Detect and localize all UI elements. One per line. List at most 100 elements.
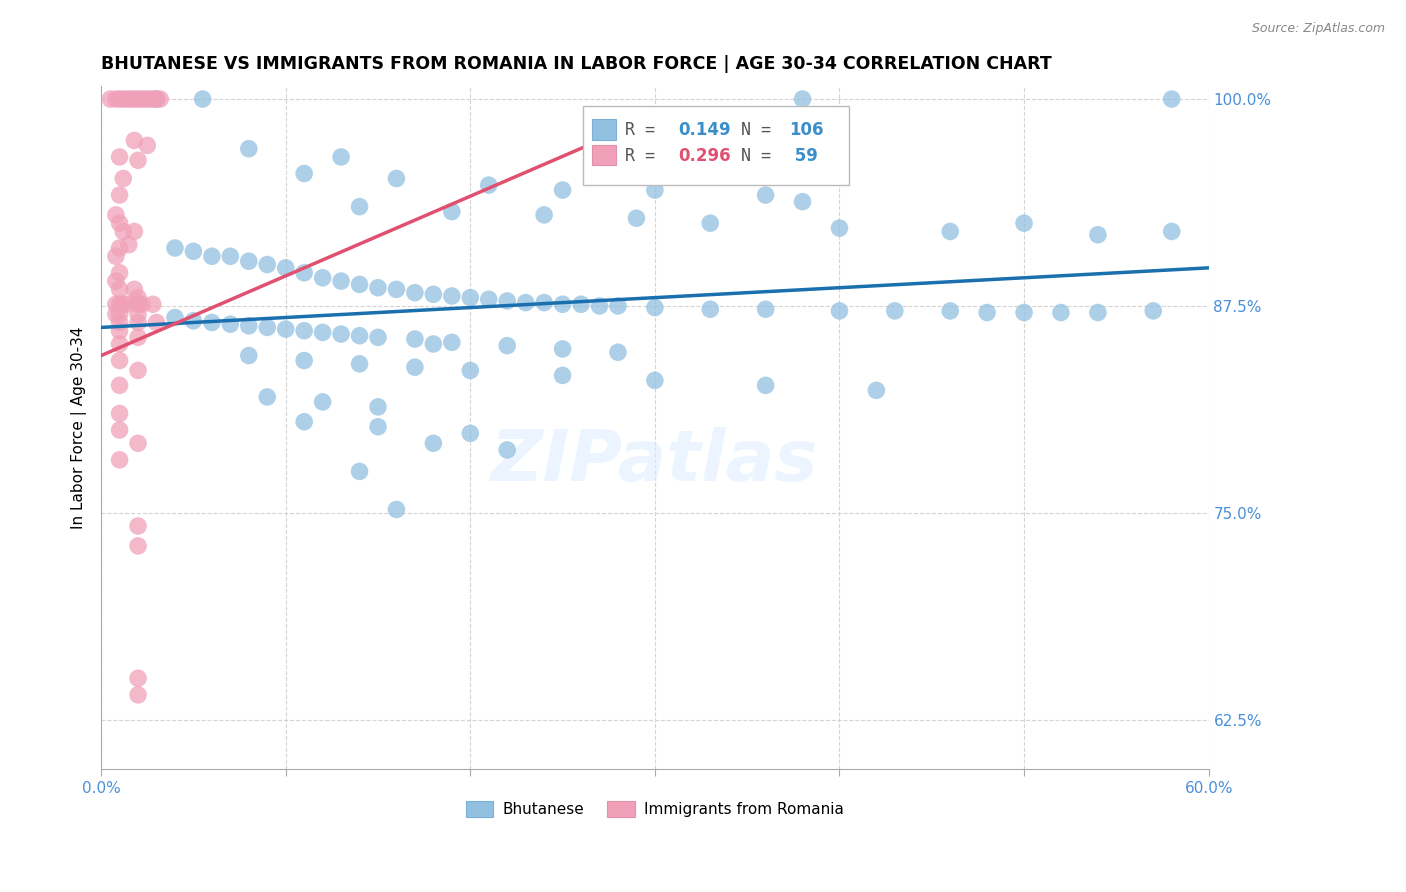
Point (163, 310, 186, 325)
Point (124, 282, 146, 296)
Point (127, 316, 149, 330)
Point (367, 419, 389, 434)
Text: N =: N = (741, 146, 782, 164)
Point (755, 302, 778, 317)
Text: Source: ZipAtlas.com: Source: ZipAtlas.com (1251, 22, 1385, 36)
Text: 0.296: 0.296 (678, 146, 731, 164)
Point (127, 153, 149, 168)
Point (1087, 227, 1109, 242)
Legend: Bhutanese, Immigrants from Romania: Bhutanese, Immigrants from Romania (460, 795, 851, 823)
Point (828, 304, 851, 318)
Text: R =: R = (626, 146, 665, 164)
Point (367, 330, 389, 344)
Point (112, 92, 135, 106)
Point (104, 297, 127, 311)
Point (108, 297, 131, 311)
Point (404, 360, 426, 375)
Point (127, 688, 149, 702)
Point (219, 317, 242, 331)
Point (828, 221, 851, 235)
Point (551, 297, 574, 311)
Point (349, 464, 371, 478)
Point (131, 297, 153, 311)
Text: 106: 106 (789, 121, 824, 139)
Text: N =: N = (741, 121, 782, 139)
Point (238, 318, 260, 333)
Point (1050, 305, 1073, 319)
Point (108, 324, 131, 338)
Point (939, 304, 962, 318)
Point (219, 249, 242, 263)
Point (865, 384, 887, 398)
Point (292, 353, 315, 368)
Bar (592, 145, 616, 165)
Point (108, 150, 131, 164)
Point (496, 338, 519, 352)
Text: 59: 59 (789, 146, 818, 164)
Point (127, 519, 149, 533)
Point (112, 224, 135, 238)
Point (644, 301, 666, 315)
Point (311, 270, 333, 285)
Point (108, 307, 131, 321)
Point (127, 291, 149, 305)
Point (183, 244, 205, 259)
Point (458, 426, 481, 441)
Y-axis label: In Labor Force | Age 30-34: In Labor Force | Age 30-34 (72, 326, 87, 529)
Point (104, 208, 127, 222)
Point (440, 335, 463, 350)
Point (292, 167, 315, 181)
Point (976, 305, 998, 319)
Point (127, 436, 149, 450)
Point (330, 150, 353, 164)
Point (191, 92, 214, 106)
Point (533, 295, 555, 310)
Point (108, 378, 131, 392)
Point (569, 297, 592, 311)
Point (138, 92, 160, 106)
Point (238, 349, 260, 363)
Point (145, 92, 167, 106)
Point (292, 415, 315, 429)
Point (104, 307, 127, 321)
Point (108, 337, 131, 351)
Point (127, 671, 149, 685)
Point (311, 326, 333, 340)
Point (551, 342, 574, 356)
Point (1087, 305, 1109, 319)
Point (440, 289, 463, 303)
Point (104, 274, 127, 288)
Point (385, 502, 408, 516)
Point (515, 295, 537, 310)
Point (108, 407, 131, 421)
Point (330, 274, 353, 288)
Point (385, 282, 408, 296)
Point (108, 316, 131, 330)
Point (108, 453, 131, 467)
Point (127, 539, 149, 553)
Point (238, 142, 260, 156)
Point (699, 216, 721, 230)
Point (607, 345, 630, 359)
Point (496, 442, 519, 457)
Point (385, 171, 408, 186)
Point (108, 282, 131, 296)
Point (458, 291, 481, 305)
Point (98, 92, 121, 106)
Point (108, 266, 131, 280)
Point (1012, 305, 1035, 319)
Point (256, 258, 278, 272)
Point (145, 316, 167, 330)
Point (349, 328, 371, 343)
Point (755, 378, 778, 392)
Point (626, 211, 648, 226)
Bar (592, 120, 616, 140)
FancyBboxPatch shape (583, 106, 849, 185)
Point (422, 287, 444, 301)
Point (134, 92, 156, 106)
Point (458, 363, 481, 377)
Point (939, 224, 962, 238)
Point (367, 281, 389, 295)
Point (883, 304, 905, 318)
Point (201, 316, 224, 330)
